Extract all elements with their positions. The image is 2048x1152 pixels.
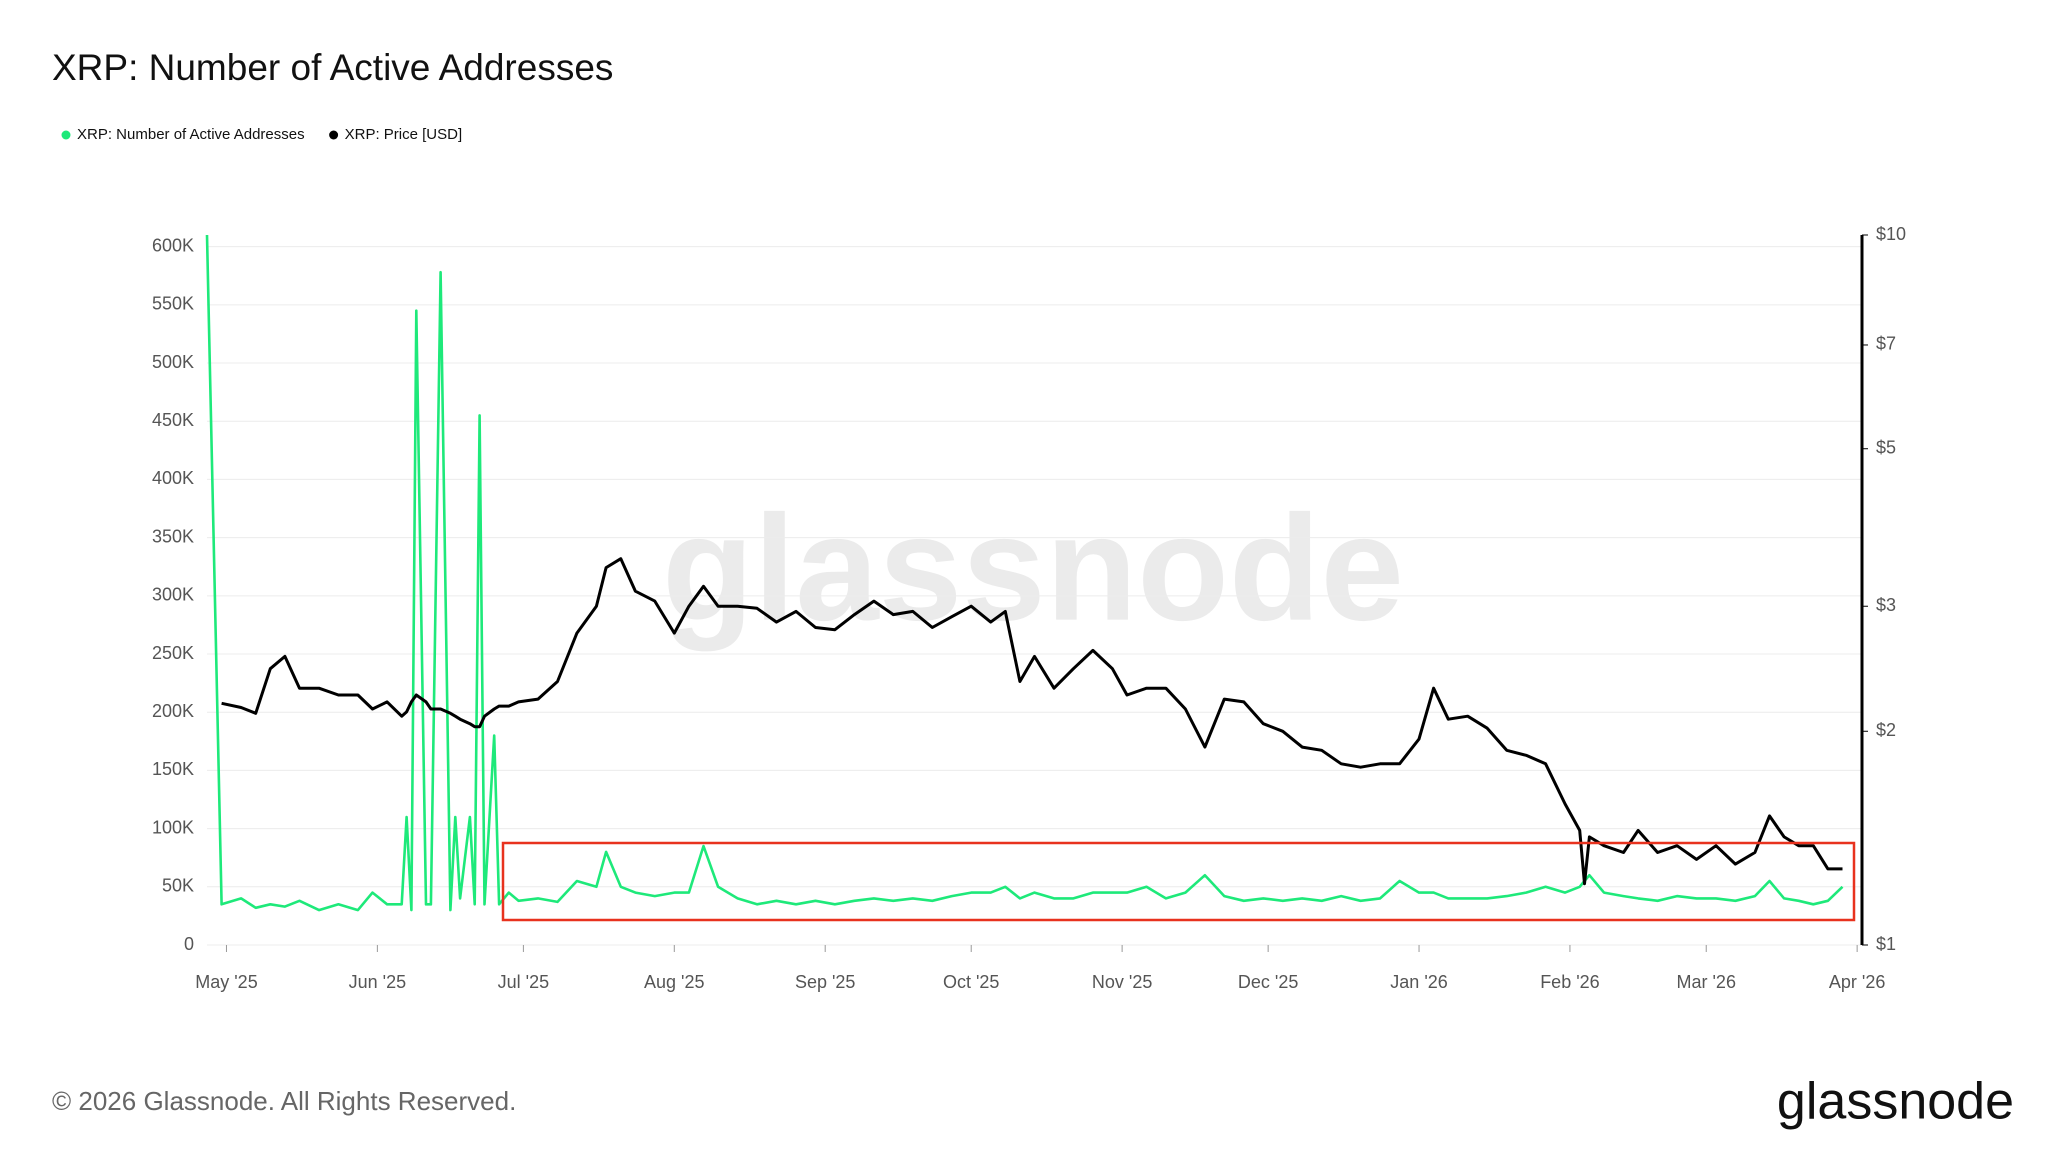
legend-marker — [61, 130, 71, 140]
y-tick-label: 200K — [152, 701, 194, 721]
x-tick-label: Nov '25 — [1092, 972, 1152, 992]
y-tick-label: 400K — [152, 468, 194, 488]
y-tick-label: 500K — [152, 352, 194, 372]
y-tick-label: 450K — [152, 410, 194, 430]
logo: glassnode — [1777, 1073, 2014, 1131]
x-tick-label: Jun '25 — [349, 972, 406, 992]
chart-title: XRP: Number of Active Addresses — [52, 47, 613, 88]
series-line — [221, 557, 1843, 886]
x-tick-label: Sep '25 — [795, 972, 856, 992]
legend-label: XRP: Price [USD] — [345, 126, 463, 143]
x-tick-label: May '25 — [195, 972, 257, 992]
x-tick-label: Feb '26 — [1540, 972, 1599, 992]
highlight-box — [501, 841, 1856, 922]
footer: © 2026 Glassnode. All Rights Reserved. — [52, 1086, 516, 1116]
legend-marker — [329, 130, 339, 140]
x-tick-label: Dec '25 — [1238, 972, 1298, 992]
x-tick-label: Aug '25 — [644, 972, 705, 992]
y2-tick-label: $3 — [1876, 595, 1896, 615]
x-tick-label: Apr '26 — [1829, 972, 1885, 992]
x-tick-label: Jan '26 — [1390, 972, 1447, 992]
y-tick-label: 150K — [152, 759, 194, 779]
y-tick-label: 550K — [152, 294, 194, 314]
y2-tick-label: $7 — [1876, 334, 1896, 354]
y-tick-label: 600K — [152, 235, 194, 255]
y-tick-label: 300K — [152, 585, 194, 605]
y-tick-label: 250K — [152, 643, 194, 663]
y2-tick-label: $1 — [1876, 934, 1896, 954]
legend: XRP: Number of Active Addresses XRP: Pric… — [61, 126, 463, 143]
x-tick-label: Oct '25 — [943, 972, 999, 992]
y2-tick-label: $2 — [1876, 720, 1896, 740]
y-tick-label: 50K — [162, 876, 194, 896]
y2-tick-label: $10 — [1876, 224, 1906, 244]
series-line — [205, 234, 1844, 912]
y-tick-label: 100K — [152, 817, 194, 837]
x-tick-label: Jul '25 — [498, 972, 549, 992]
y2-tick-label: $5 — [1876, 437, 1896, 457]
y-tick-label: 0 — [184, 934, 194, 954]
plot-area — [205, 234, 1844, 912]
legend-label: XRP: Number of Active Addresses — [77, 126, 305, 143]
x-tick-label: Mar '26 — [1677, 972, 1736, 992]
y-tick-label: 350K — [152, 526, 194, 546]
watermark: glassnode — [662, 484, 1404, 652]
